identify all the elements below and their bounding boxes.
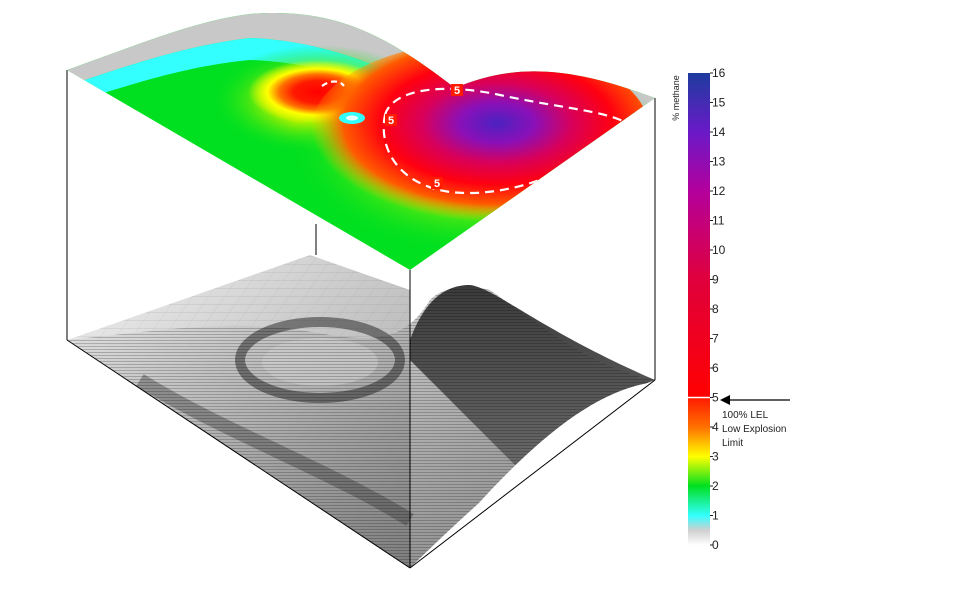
colorbar-tick-label: 9 (712, 273, 719, 287)
colorbar-tick-label: 15 (712, 96, 726, 110)
colorbar-tick-label: 16 (712, 66, 726, 80)
colorbar-tick-label: 4 (712, 420, 719, 434)
colorbar-tick-label: 1 (712, 509, 719, 523)
surface-3d-plot (67, 255, 655, 568)
contour-label-bg (451, 84, 463, 96)
colorbar-tick-label: 12 (712, 184, 726, 198)
box-floor-right (409, 379, 656, 569)
lel-arrow-head (720, 395, 730, 405)
colorbar-tick-label: 2 (712, 479, 719, 493)
lel-annotation: 100% LEL Low Explosion Limit (720, 395, 790, 449)
colorbar-tick-label: 14 (712, 125, 726, 139)
contour-map-2d (67, 13, 655, 270)
contour-label: 5 (454, 85, 460, 97)
colorbar-tick-label: 13 (712, 155, 726, 169)
colorbar-tick-label: 8 (712, 302, 719, 316)
contour-labels: 5 5 5 (385, 84, 463, 190)
contour-label-bg (431, 177, 443, 189)
colorbar-tick-label: 11 (712, 214, 725, 228)
colorbar-tick-label: 10 (712, 243, 726, 257)
colorbar-tick-label: 6 (712, 361, 719, 375)
map-white-pocket (346, 115, 358, 121)
contour-label-bg (385, 114, 397, 126)
contour-label: 5 (388, 115, 394, 127)
lel-note-line: Low Explosion (722, 424, 786, 435)
contour-5-small (321, 80, 345, 87)
lel-note-line: Limit (722, 438, 743, 449)
colorbar-tick-label: 5 (712, 391, 719, 405)
bounding-box (66, 70, 656, 569)
box-floor-left (66, 339, 411, 569)
contour-label: 5 (434, 178, 440, 190)
colorbar-tick-label: 3 (712, 450, 719, 464)
map-hotspot-right (310, 42, 650, 222)
colorbar-bar (688, 73, 710, 545)
colorbar-tick-label: 0 (712, 538, 719, 552)
surface-line-overlay (67, 287, 655, 568)
colorbar-label: % methane (671, 75, 681, 121)
lel-note-line: 100% LEL (722, 410, 769, 421)
colorbar-tick-label: 7 (712, 332, 719, 346)
